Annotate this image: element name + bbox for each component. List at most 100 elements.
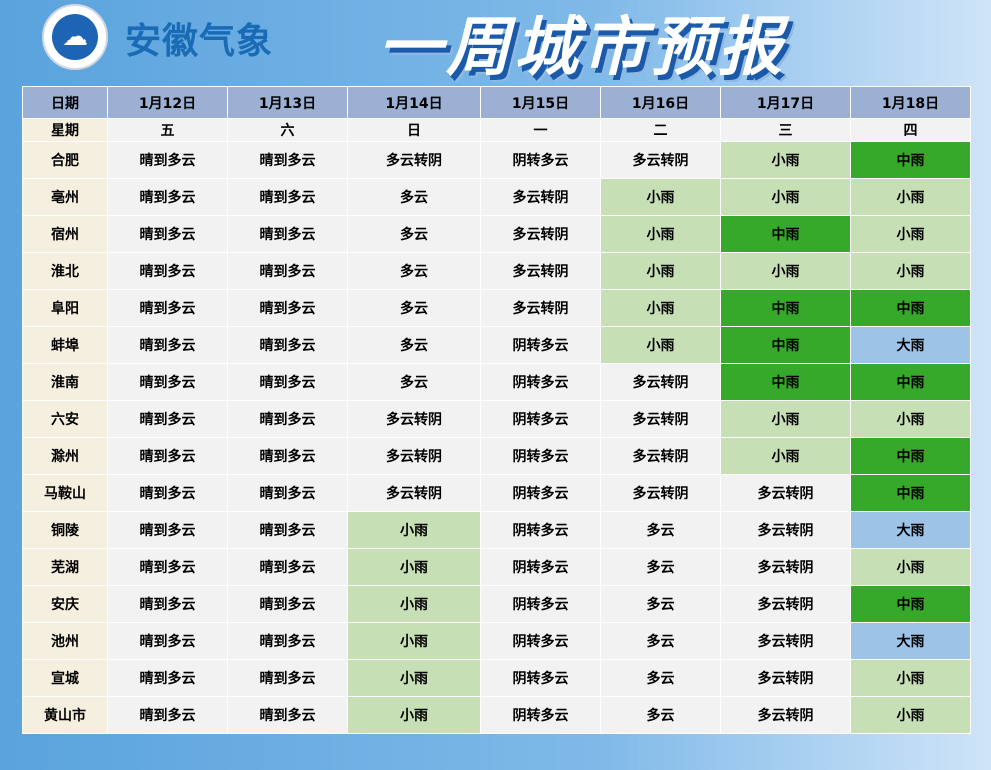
date-header: 1月16日 (600, 86, 721, 119)
forecast-cell: 小雨 (850, 400, 971, 438)
forecast-cell: 中雨 (850, 437, 971, 475)
forecast-cell: 晴到多云 (107, 178, 228, 216)
forecast-cell: 晴到多云 (227, 400, 348, 438)
forecast-cell: 小雨 (600, 289, 721, 327)
table-row: 黄山市 晴到多云 晴到多云 小雨 阴转多云 多云 多云转阴 小雨 (22, 696, 971, 734)
city-name: 滁州 (22, 437, 108, 475)
city-name: 池州 (22, 622, 108, 660)
forecast-cell: 阴转多云 (480, 511, 601, 549)
forecast-cell: 小雨 (347, 659, 481, 697)
date-header: 1月12日 (107, 86, 228, 119)
forecast-cell: 晴到多云 (107, 585, 228, 623)
forecast-cell: 阴转多云 (480, 437, 601, 475)
table-row: 合肥 晴到多云 晴到多云 多云转阴 阴转多云 多云转阴 小雨 中雨 (22, 141, 971, 179)
forecast-cell: 小雨 (850, 215, 971, 253)
table-row: 宿州 晴到多云 晴到多云 多云 多云转阴 小雨 中雨 小雨 (22, 215, 971, 253)
forecast-cell: 小雨 (720, 437, 851, 475)
weekday-cell: 六 (227, 118, 348, 142)
table-row: 铜陵 晴到多云 晴到多云 小雨 阴转多云 多云 多云转阴 大雨 (22, 511, 971, 549)
weekday-row: 星期五六日一二三四 (22, 118, 971, 142)
forecast-cell: 多云 (600, 659, 721, 697)
forecast-cell: 大雨 (850, 622, 971, 660)
forecast-cell: 小雨 (720, 141, 851, 179)
forecast-cell: 晴到多云 (227, 289, 348, 327)
forecast-cell: 晴到多云 (227, 659, 348, 697)
forecast-cell: 晴到多云 (107, 215, 228, 253)
forecast-cell: 小雨 (600, 326, 721, 364)
forecast-cell: 小雨 (600, 215, 721, 253)
table-row: 马鞍山 晴到多云 晴到多云 多云转阴 阴转多云 多云转阴 多云转阴 中雨 (22, 474, 971, 512)
city-name: 六安 (22, 400, 108, 438)
forecast-cell: 多云转阴 (720, 696, 851, 734)
forecast-cell: 晴到多云 (227, 437, 348, 475)
forecast-cell: 多云 (347, 252, 481, 290)
table-row: 滁州 晴到多云 晴到多云 多云转阴 阴转多云 多云转阴 小雨 中雨 (22, 437, 971, 475)
date-header-row: 日期 1月12日 1月13日 1月14日 1月15日 1月16日 1月17日 1月18日 (22, 86, 971, 119)
forecast-cell: 多云 (600, 548, 721, 586)
weekday-cell: 四 (850, 118, 971, 142)
forecast-cell: 晴到多云 (227, 474, 348, 512)
forecast-cell: 晴到多云 (227, 141, 348, 179)
forecast-cell: 小雨 (720, 178, 851, 216)
forecast-cell: 小雨 (850, 178, 971, 216)
forecast-cell: 阴转多云 (480, 548, 601, 586)
date-header: 1月14日 (347, 86, 481, 119)
forecast-cell: 中雨 (720, 215, 851, 253)
forecast-cell: 小雨 (347, 585, 481, 623)
forecast-cell: 小雨 (720, 400, 851, 438)
table-row: 池州 晴到多云 晴到多云 小雨 阴转多云 多云 多云转阴 大雨 (22, 622, 971, 660)
bureau-logo: ☁ (42, 4, 108, 70)
forecast-cell: 多云 (600, 696, 721, 734)
weekday-cell: 三 (720, 118, 851, 142)
forecast-cell: 晴到多云 (107, 326, 228, 364)
weekday-cell: 二 (600, 118, 721, 142)
forecast-cell: 阴转多云 (480, 326, 601, 364)
weekday-cell: 五 (107, 118, 228, 142)
forecast-cell: 阴转多云 (480, 141, 601, 179)
table-row: 蚌埠 晴到多云 晴到多云 多云 阴转多云 小雨 中雨 大雨 (22, 326, 971, 364)
forecast-cell: 多云转阴 (480, 252, 601, 290)
forecast-cell: 多云 (600, 585, 721, 623)
city-name: 宿州 (22, 215, 108, 253)
table-row: 淮南 晴到多云 晴到多云 多云 阴转多云 多云转阴 中雨 中雨 (22, 363, 971, 401)
forecast-cell: 晴到多云 (227, 511, 348, 549)
table-row: 亳州 晴到多云 晴到多云 多云 多云转阴 小雨 小雨 小雨 (22, 178, 971, 216)
forecast-cell: 多云转阴 (720, 548, 851, 586)
forecast-cell: 多云 (347, 363, 481, 401)
forecast-cell: 阴转多云 (480, 400, 601, 438)
city-name: 黄山市 (22, 696, 108, 734)
table-row: 宣城 晴到多云 晴到多云 小雨 阴转多云 多云 多云转阴 小雨 (22, 659, 971, 697)
forecast-cell: 中雨 (720, 363, 851, 401)
forecast-cell: 小雨 (600, 178, 721, 216)
forecast-cell: 晴到多云 (227, 363, 348, 401)
forecast-cell: 中雨 (850, 474, 971, 512)
date-header: 1月13日 (227, 86, 348, 119)
forecast-cell: 多云转阴 (600, 474, 721, 512)
forecast-cell: 阴转多云 (480, 696, 601, 734)
forecast-cell: 晴到多云 (107, 511, 228, 549)
forecast-cell: 晴到多云 (227, 215, 348, 253)
forecast-cell: 晴到多云 (227, 585, 348, 623)
forecast-cell: 多云转阴 (347, 400, 481, 438)
forecast-cell: 多云 (347, 215, 481, 253)
forecast-cell: 中雨 (720, 289, 851, 327)
forecast-cell: 小雨 (850, 659, 971, 697)
forecast-cell: 阴转多云 (480, 474, 601, 512)
forecast-table: 日期 1月12日 1月13日 1月14日 1月15日 1月16日 1月17日 1月18日 星期五… (22, 86, 971, 734)
page-title: 一周城市预报 (378, 11, 786, 85)
org-name: 安徽气象 (125, 20, 274, 62)
forecast-cell: 多云转阴 (480, 289, 601, 327)
forecast-cell: 晴到多云 (227, 622, 348, 660)
date-header: 1月18日 (850, 86, 971, 119)
forecast-cell: 多云转阴 (347, 437, 481, 475)
city-name: 淮南 (22, 363, 108, 401)
forecast-cell: 晴到多云 (107, 622, 228, 660)
forecast-cell: 多云转阴 (600, 363, 721, 401)
forecast-cell: 多云 (600, 511, 721, 549)
table-row: 淮北 晴到多云 晴到多云 多云 多云转阴 小雨 小雨 小雨 (22, 252, 971, 290)
forecast-cell: 小雨 (850, 252, 971, 290)
cloud-icon: ☁ (52, 14, 98, 60)
weekday-cell: 日 (347, 118, 481, 142)
city-name: 安庆 (22, 585, 108, 623)
weekday-label: 星期 (22, 118, 108, 142)
